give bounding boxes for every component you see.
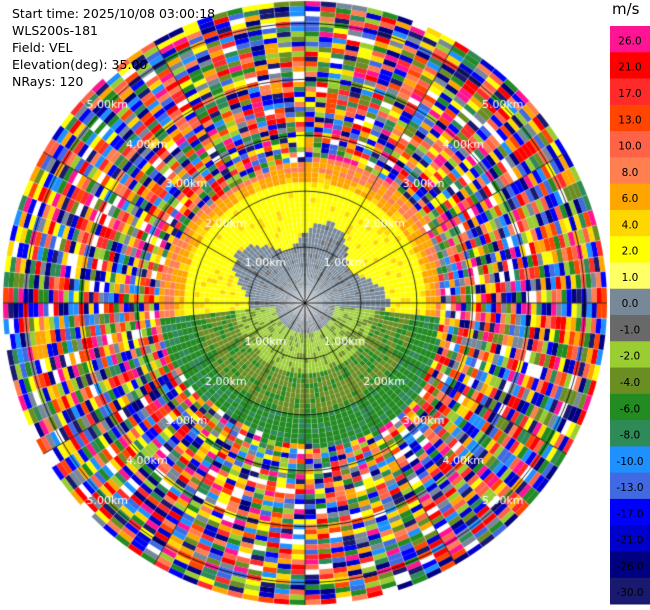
colorbar-label: -4.0	[620, 377, 641, 389]
colorbar-swatch	[610, 131, 650, 158]
colorbar-swatch	[610, 551, 650, 579]
colorbar-swatch	[610, 288, 650, 316]
colorbar-swatch	[610, 209, 650, 237]
colorbar-swatch	[610, 367, 650, 395]
colorbar-swatch	[610, 341, 650, 369]
station-label: WLS200s-181	[12, 23, 98, 38]
colorbar-label: 4.0	[622, 219, 639, 231]
colorbar-swatch	[610, 183, 650, 211]
colorbar-label: 8.0	[622, 167, 639, 179]
colorbar-unit: m/s	[612, 0, 640, 18]
colorbar-swatch	[610, 52, 650, 80]
colorbar-swatch	[610, 157, 650, 185]
start-time-label: Start time: 2025/10/08 03:00:18	[12, 6, 216, 21]
colorbar-label: 10.0	[618, 141, 641, 153]
colorbar-label: -13.0	[616, 482, 643, 494]
colorbar-swatch	[610, 236, 650, 263]
colorbar: 26.0 21.0 17.0 13.0 10.0 8.0 6.0 4.0 2.0 1.0 0.0 -1…	[610, 26, 650, 605]
nrays-label: NRays: 120	[12, 74, 84, 89]
colorbar-label: -2.0	[620, 351, 641, 363]
colorbar-swatch	[610, 315, 650, 342]
colorbar-label: -17.0	[616, 508, 643, 520]
colorbar-swatch	[610, 446, 650, 474]
colorbar-label: 13.0	[618, 114, 641, 126]
colorbar-label: -21.0	[616, 535, 643, 547]
colorbar-swatch	[610, 393, 650, 421]
colorbar-label: 21.0	[618, 62, 641, 74]
colorbar-label: 0.0	[622, 298, 639, 310]
colorbar-label: 17.0	[618, 88, 641, 100]
colorbar-label: -8.0	[620, 430, 641, 442]
colorbar-label: 6.0	[622, 193, 639, 205]
colorbar-label: 1.0	[622, 272, 639, 284]
elevation-label: Elevation(deg): 35.00	[12, 57, 148, 72]
colorbar-label: -1.0	[620, 324, 641, 336]
field-label: Field: VEL	[12, 40, 73, 55]
colorbar-swatch	[610, 472, 650, 500]
colorbar-label: 26.0	[618, 35, 641, 47]
colorbar-label: -26.0	[616, 561, 643, 573]
colorbar-label: -30.0	[616, 587, 643, 599]
colorbar-swatch	[610, 498, 650, 526]
colorbar-swatch	[610, 525, 650, 552]
colorbar-swatch	[610, 262, 650, 290]
colorbar-swatch	[610, 577, 650, 605]
colorbar-swatch	[610, 420, 650, 447]
colorbar-label: 2.0	[622, 246, 639, 258]
colorbar-swatch	[610, 26, 650, 53]
ppi-velocity-plot	[0, 0, 610, 610]
colorbar-label: -6.0	[620, 403, 641, 415]
colorbar-label: -10.0	[616, 456, 643, 468]
scan-info: Start time: 2025/10/08 03:00:18 WLS200s-…	[12, 5, 215, 90]
colorbar-swatch	[610, 78, 650, 106]
colorbar-swatch	[610, 104, 650, 132]
